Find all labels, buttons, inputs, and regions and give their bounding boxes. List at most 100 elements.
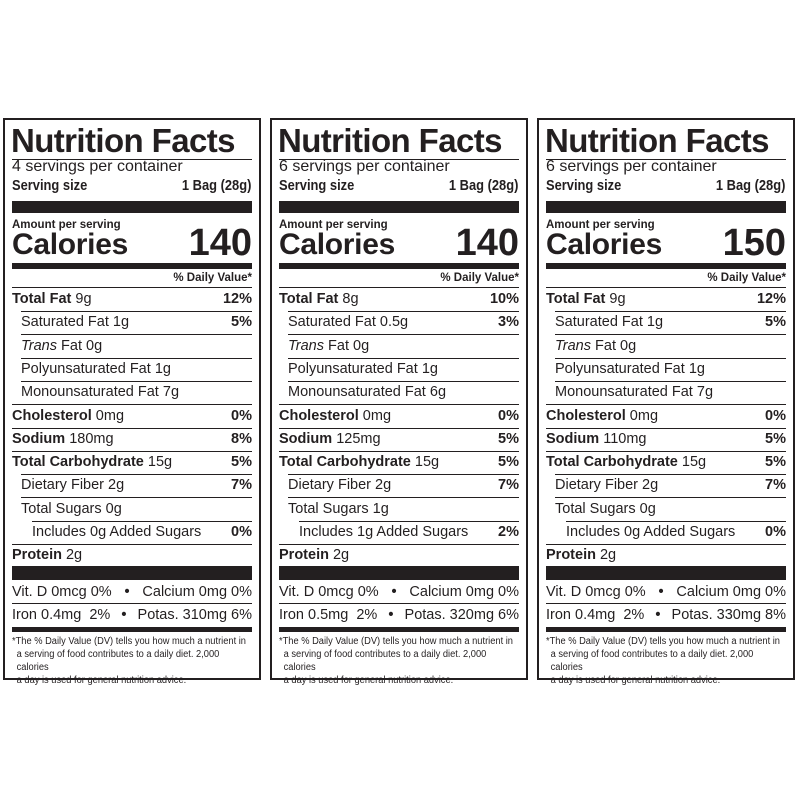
daily-value-percent: 7% (498, 477, 519, 494)
nutrient-label: Monounsaturated Fat 6g (288, 381, 446, 404)
amount-per-serving: Amount per serving (12, 219, 121, 231)
nutrient-label: Cholesterol 0mg (546, 405, 658, 428)
nutrient-row: Saturated Fat 0.5g 3% (279, 311, 519, 334)
nutrient-amount: 1g (112, 314, 130, 331)
divider (546, 404, 786, 406)
nutrient-label: Sodium 180mg (12, 428, 114, 451)
nutrient-name: Dietary Fiber (21, 477, 104, 494)
footnote: *The % Daily Value (DV) tells you how mu… (279, 635, 520, 687)
nutrient-row: Trans Fat 0g (12, 335, 252, 358)
nutrition-facts-panel-3: Nutrition Facts 6 servings per container… (537, 118, 795, 686)
nutrient-name: Protein (12, 547, 62, 564)
divider (288, 497, 519, 499)
nutrient-row: Protein 2g (279, 544, 519, 567)
daily-value-percent: 12% (756, 291, 786, 307)
footnote-line: a day is used for general nutrition advi… (283, 675, 454, 686)
vitamin-right: Potas. 330mg 8% (671, 607, 786, 623)
servings-per-container: 6 servings per container (279, 158, 450, 175)
servings-per-container: 4 servings per container (12, 158, 183, 175)
nutrient-row: Saturated Fat 1g 5% (12, 311, 252, 334)
footnote-line: a serving of food contributes to a daily… (283, 649, 487, 673)
divider (555, 474, 786, 476)
nutrient-name: Total Carbohydrate (546, 454, 678, 471)
medium-divider (546, 627, 786, 632)
calories-label: Calories (12, 228, 128, 261)
nutrient-label: Cholesterol 0mg (12, 405, 124, 428)
vitamin-row: Vit. D 0mcg 0% • Calcium 0mg 0% (12, 581, 252, 603)
amount-per-serving: Amount per serving (279, 219, 388, 231)
nutrient-amount: 7g (162, 384, 180, 401)
nutrient-label: Saturated Fat 1g (555, 311, 663, 334)
bullet-separator: • (124, 584, 130, 600)
servings-per-container: 6 servings per container (546, 158, 717, 175)
divider (288, 474, 519, 476)
nutrient-name: Total Sugars (555, 500, 636, 517)
footnote-line: *The % Daily Value (DV) tells you how mu… (546, 636, 780, 647)
nutrient-row: Sodium 125mg 5% (279, 428, 519, 451)
nutrient-label: Includes 0g Added Sugars (566, 521, 735, 544)
divider (12, 287, 252, 288)
vitamin-left: Vit. D 0mcg 0% (12, 584, 112, 600)
panel-title: Nutrition Facts (11, 122, 235, 159)
divider (12, 603, 252, 604)
nutrient-amount: 0g (105, 500, 122, 517)
nutrient-amount: 1g (421, 360, 438, 377)
nutrient-label: Total Fat 9g (546, 288, 626, 311)
daily-value-percent: 7% (231, 477, 252, 494)
nutrient-row: Total Sugars 0g (12, 498, 252, 521)
divider (555, 380, 786, 382)
nutrient-row: Total Carbohydrate 15g 5% (279, 451, 519, 474)
nutrient-name: Cholesterol (279, 407, 359, 424)
nutrient-amount: 1g (688, 360, 705, 377)
calories-label: Calories (279, 228, 395, 261)
thick-divider (12, 566, 252, 580)
nutrient-label: Monounsaturated Fat 7g (555, 381, 713, 404)
bullet-separator: • (388, 607, 394, 623)
daily-value-percent: 5% (498, 430, 519, 447)
nutrient-name: Sodium (546, 430, 600, 447)
nutrition-facts-panel-1: Nutrition Facts 4 servings per container… (3, 118, 261, 686)
divider (279, 603, 519, 604)
thick-divider (546, 201, 786, 213)
divider (21, 497, 252, 499)
serving-size-value: 1 Bag (28g) (448, 177, 519, 194)
nutrient-label: Saturated Fat 0.5g (288, 311, 408, 334)
nutrient-amount: 8g (342, 291, 359, 307)
footnote-line: a serving of food contributes to a daily… (16, 649, 220, 673)
nutrient-label: Protein 2g (546, 544, 616, 567)
nutrient-amount: Fat 0g (595, 337, 637, 354)
nutrient-row: Includes 0g Added Sugars 0% (12, 521, 252, 544)
nutrient-amount: 2g (375, 477, 392, 494)
divider (279, 450, 519, 452)
vitamin-right: Calcium 0mg 0% (142, 584, 252, 600)
nutrient-row: Polyunsaturated Fat 1g (546, 358, 786, 381)
daily-value-header: % Daily Value* (440, 272, 519, 284)
nutrient-label: Polyunsaturated Fat 1g (21, 358, 171, 381)
nutrient-name: Dietary Fiber (555, 477, 638, 494)
daily-value-percent: 0% (231, 524, 252, 540)
nutrient-row: Sodium 180mg 8% (12, 428, 252, 451)
nutrient-amount: 9g (75, 291, 92, 307)
daily-value-percent: 2% (498, 524, 519, 540)
vitamin-left: Vit. D 0mcg 0% (546, 584, 646, 600)
nutrient-row: Total Carbohydrate 15g 5% (546, 451, 786, 474)
nutrient-name: Monounsaturated Fat (288, 384, 426, 401)
nutrient-row: Monounsaturated Fat 7g (12, 381, 252, 404)
vitamin-left: Iron 0.4mg 2% (12, 607, 111, 623)
vitamin-row: Iron 0.4mg 2% • Potas. 330mg 8% (546, 604, 786, 626)
nutrient-amount: 1g (372, 500, 389, 517)
nutrient-label: Dietary Fiber 2g (21, 474, 124, 497)
bullet-separator: • (658, 584, 664, 600)
nutrient-row: Polyunsaturated Fat 1g (12, 358, 252, 381)
vitamin-row: Iron 0.4mg 2% • Potas. 310mg 6% (12, 604, 252, 626)
nutrient-row: Protein 2g (546, 544, 786, 567)
nutrient-row: Total Carbohydrate 15g 5% (12, 451, 252, 474)
vitamin-right: Potas. 320mg 6% (404, 607, 519, 623)
divider (546, 450, 786, 452)
thick-divider (279, 201, 519, 213)
nutrient-label: Protein 2g (12, 544, 82, 567)
divider (555, 357, 786, 359)
nutrient-name: Protein (279, 547, 329, 564)
thick-divider (546, 566, 786, 580)
nutrient-label: Total Sugars 0g (555, 498, 656, 521)
